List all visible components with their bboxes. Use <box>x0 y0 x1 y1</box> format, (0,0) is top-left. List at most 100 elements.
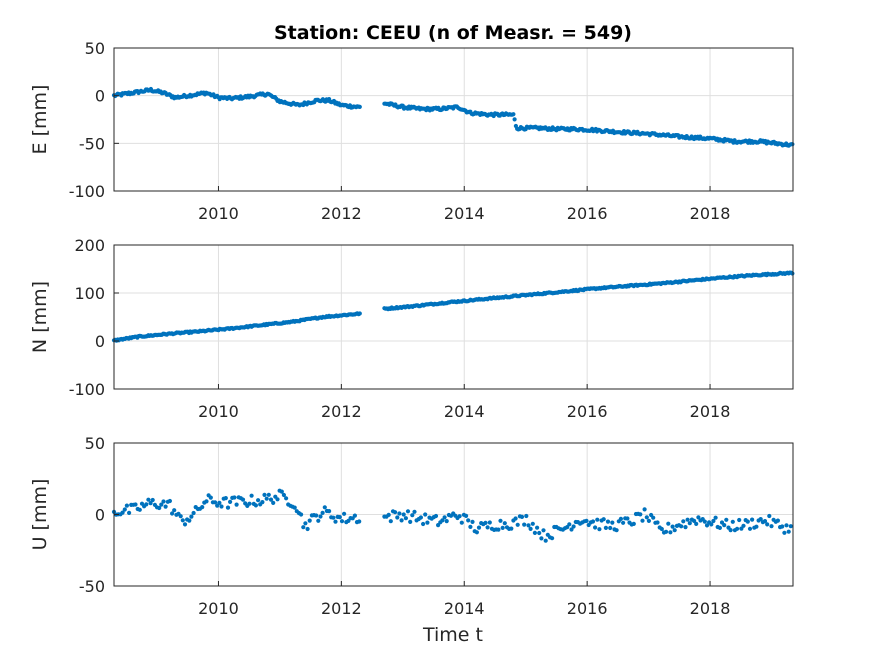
data-point <box>769 524 774 529</box>
data-point <box>316 518 321 523</box>
data-point <box>541 528 546 533</box>
data-point <box>780 524 785 529</box>
data-point <box>159 502 164 507</box>
data-point <box>322 505 327 510</box>
data-point <box>476 525 482 530</box>
data-point <box>395 515 400 520</box>
axes-frame <box>113 47 794 192</box>
data-point <box>597 527 602 532</box>
data-point <box>728 528 733 533</box>
data-point <box>664 529 669 534</box>
data-point <box>659 526 664 532</box>
data-point <box>357 519 362 524</box>
data-point <box>642 507 647 512</box>
data-point <box>543 538 548 543</box>
data-point <box>569 527 574 532</box>
data-point <box>260 500 265 505</box>
data-point <box>530 521 535 526</box>
data-point <box>526 523 531 528</box>
data-point <box>724 517 729 522</box>
data-point <box>262 492 267 497</box>
data-point <box>618 516 624 522</box>
data-point <box>750 517 755 522</box>
y-axis-label: U [mm] <box>29 479 51 551</box>
x-tick-label: 2018 <box>690 599 731 618</box>
data-point <box>264 496 269 501</box>
x-tick-label: 2012 <box>321 204 362 223</box>
panel-u: 2010 2012 2014 2016 2018 -50 0 50 U [mm] <box>29 434 794 618</box>
x-tick-label: 2012 <box>321 599 362 618</box>
y-tick-label: 50 <box>85 434 105 453</box>
data-point <box>485 525 490 530</box>
panel-n: 2010 2012 2014 2016 2018 -100 0 100 200 N [mm] <box>29 236 795 421</box>
data-point <box>683 525 688 530</box>
data-point <box>655 520 660 525</box>
y-axis-label: N [mm] <box>29 281 51 353</box>
x-tick-label: 2016 <box>567 402 608 421</box>
data-point <box>388 519 393 524</box>
data-point <box>352 513 357 518</box>
data-point <box>189 514 194 519</box>
data-point <box>191 510 196 516</box>
data-point <box>249 493 254 498</box>
data-point <box>571 524 576 529</box>
y-tick-label: -50 <box>79 134 105 153</box>
data-point <box>539 536 544 541</box>
data-point <box>393 510 398 515</box>
x-tick-label: 2010 <box>198 402 239 421</box>
data-point <box>314 513 319 518</box>
data-point <box>401 512 406 517</box>
data-point <box>137 507 142 512</box>
y-tick-label: 100 <box>74 284 105 303</box>
data-point <box>500 525 505 531</box>
data-point <box>762 519 768 524</box>
data-point <box>694 521 699 527</box>
data-point <box>405 509 411 514</box>
data-point <box>150 497 155 503</box>
data-point <box>640 518 645 523</box>
data-point <box>513 516 518 521</box>
y-tick-label: 50 <box>85 39 105 58</box>
data-point <box>433 513 439 519</box>
y-axis-label: E [mm] <box>29 85 51 155</box>
data-point <box>200 505 205 510</box>
data-point <box>178 514 183 519</box>
data-point <box>713 515 718 520</box>
data-point <box>784 523 789 528</box>
x-tick-label: 2016 <box>567 599 608 618</box>
data-point <box>515 522 520 527</box>
x-tick-label: 2014 <box>444 204 485 223</box>
data-point <box>646 518 652 524</box>
data-point <box>444 519 449 524</box>
data-point <box>644 515 649 520</box>
data-point <box>512 117 517 122</box>
data-point <box>537 530 542 536</box>
data-point <box>187 518 192 523</box>
data-point <box>457 514 462 519</box>
data-point <box>127 510 132 515</box>
data-point <box>765 522 770 527</box>
data-point <box>593 525 598 530</box>
data-point <box>303 521 308 526</box>
data-point <box>275 497 280 502</box>
data-point <box>172 508 177 513</box>
data-point <box>418 515 423 520</box>
data-point <box>745 519 750 524</box>
data-point <box>253 503 258 508</box>
data-point <box>122 507 127 512</box>
y-tick-label: 0 <box>95 506 105 525</box>
data-point <box>524 513 529 519</box>
data-point <box>386 512 391 518</box>
data-point <box>163 504 168 509</box>
data-point <box>666 521 671 526</box>
data-point <box>421 521 426 527</box>
data-point <box>268 497 274 502</box>
data-point <box>408 519 413 525</box>
data-point <box>266 492 271 497</box>
data-point <box>223 496 228 501</box>
data-point <box>767 513 772 519</box>
data-point <box>532 530 538 536</box>
data-point <box>425 520 430 525</box>
panel-e: 2010 2012 2014 2016 2018 -100 -50 0 50 E [mm] <box>29 39 795 223</box>
y-tick-label: -100 <box>69 182 105 201</box>
